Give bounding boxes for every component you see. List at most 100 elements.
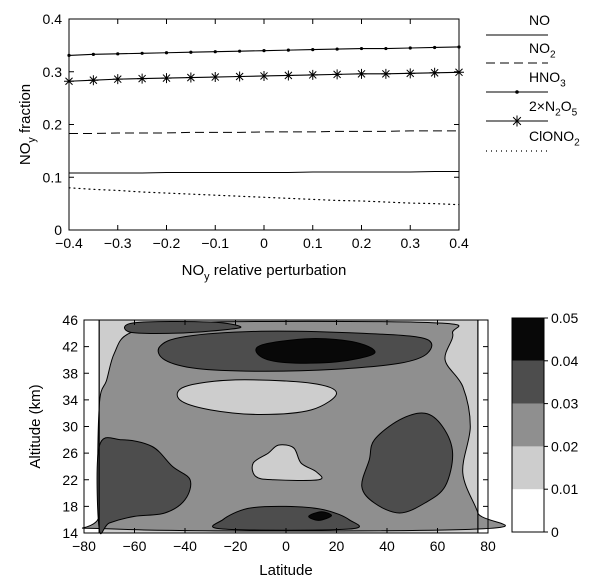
- series-point-3: [88, 75, 99, 86]
- series-point-3: [356, 68, 367, 79]
- contour-region-3: [124, 320, 242, 334]
- legend-label-1: NO2​: [529, 40, 556, 61]
- y-tick-label: 22: [62, 472, 78, 488]
- y-tick-label: 38: [62, 365, 78, 381]
- legend-label-2: HNO3​: [529, 69, 566, 90]
- contour-region-6: [96, 437, 192, 535]
- series-point-2: [408, 46, 412, 50]
- series-point-2: [140, 51, 144, 55]
- colorbar-tick-label: 0.03: [551, 396, 578, 412]
- series-point-2: [189, 50, 193, 54]
- series-point-2: [238, 49, 242, 53]
- series-line-4: [68, 187, 460, 206]
- colorbar-tick-label: 0.04: [551, 353, 578, 369]
- y-tick-label: 18: [62, 498, 78, 514]
- colorbar-swatch-3: [512, 360, 544, 404]
- contour-region-5: [255, 338, 376, 364]
- colorbar-swatch-2: [512, 403, 544, 447]
- y-tick-label: 34: [62, 392, 78, 408]
- series-point-2: [116, 52, 120, 56]
- series-point-3: [259, 70, 269, 81]
- contour-chart: −80 −60 −40 −20 0 20 40 60 80 14 18 22 26 30 34 38 42 46 L…: [27, 310, 578, 579]
- x-tick-label: 80: [480, 538, 496, 554]
- series-point-3: [112, 74, 123, 85]
- x-tick-label: 0: [282, 538, 290, 554]
- y-tick-label: 0.3: [43, 64, 63, 80]
- y-tick-label: 46: [62, 312, 78, 328]
- colorbar-swatch-0: [512, 489, 544, 532]
- y-tick-label: 30: [62, 419, 78, 435]
- y-axis-label: Altitude (km): [27, 384, 44, 468]
- contour-region-1: [176, 379, 338, 416]
- legend-label-4: ClONO2​: [529, 128, 580, 149]
- colorbar-tick-label: 0.01: [551, 481, 578, 497]
- x-tick-label: 0.2: [352, 235, 372, 251]
- x-tick-label: 0.4: [449, 235, 469, 251]
- y-tick-label: 42: [62, 339, 78, 355]
- x-tick-label: 60: [430, 538, 446, 554]
- series-point-2: [311, 47, 315, 52]
- contour-region-7: [361, 412, 454, 514]
- x-tick-label: 40: [379, 538, 395, 554]
- series-point-2: [359, 46, 364, 51]
- series-point-3: [161, 73, 172, 84]
- series-line-1: [69, 130, 459, 134]
- series-point-3: [405, 68, 416, 79]
- colorbar-swatch-1: [512, 446, 544, 490]
- colorbar-tick-label: 0: [551, 524, 559, 540]
- x-tick-label: −0.1: [201, 235, 229, 251]
- x-tick-label: −20: [224, 538, 248, 554]
- series-point-3: [137, 73, 148, 84]
- x-tick-label: 0.3: [401, 235, 421, 251]
- series-point-3: [307, 69, 318, 80]
- x-tick-label: −40: [173, 538, 197, 554]
- series-point-3: [234, 71, 245, 82]
- y-tick-label: 0.1: [43, 169, 63, 185]
- legend-marker-3: [511, 115, 523, 127]
- colorbar-tick-label: 0.02: [551, 438, 578, 454]
- series-point-2: [213, 50, 217, 54]
- series-point-3: [210, 72, 221, 83]
- series-point-2: [286, 48, 290, 52]
- legend: NO NO2​ HNO3​ 2×N2​O5​ ClONO2​: [486, 12, 580, 152]
- series-point-3: [429, 67, 440, 78]
- series-point-3: [185, 72, 196, 83]
- x-tick-label: −0.3: [104, 235, 132, 251]
- x-tick-label: −0.4: [55, 235, 83, 251]
- series-point-2: [433, 45, 437, 50]
- series-line-0: [69, 170, 459, 174]
- colorbar: 0 0.01 0.02 0.03 0.04 0.05: [511, 310, 578, 540]
- series-point-2: [91, 52, 95, 56]
- legend-label-0: NO: [529, 12, 550, 28]
- x-tick-label: −80: [72, 538, 96, 554]
- series-point-2: [335, 47, 339, 51]
- line-chart: −0.4 −0.3 −0.2 −0.1 0 0.1 0.2 0.3 0.4 0 0.1 0.2 0.3 0…: [17, 11, 580, 283]
- colorbar-tick-label: 0.05: [551, 310, 578, 326]
- y-tick-label: 26: [62, 445, 78, 461]
- x-tick-label: −0.2: [153, 235, 181, 251]
- x-tick-label: −60: [123, 538, 147, 554]
- x-axis-label: Latitude: [259, 562, 312, 579]
- y-tick-label: 14: [62, 525, 78, 541]
- y-tick-label: 0.2: [43, 117, 63, 133]
- series-point-3: [283, 70, 294, 81]
- x-tick-label: 0.1: [303, 235, 323, 251]
- series-point-2: [164, 51, 169, 55]
- x-tick-label: 0: [260, 235, 268, 251]
- series-point-3: [332, 69, 343, 80]
- series-point-3: [380, 68, 391, 79]
- x-tick-label: 20: [329, 538, 345, 554]
- y-tick-label: 0.4: [43, 11, 63, 27]
- legend-marker-2: [515, 90, 519, 94]
- contour-region-9: [308, 511, 332, 521]
- y-tick-label: 0: [54, 222, 62, 238]
- colorbar-frame: [511, 317, 545, 533]
- series-point-2: [384, 46, 388, 51]
- colorbar-swatch-4: [512, 318, 544, 361]
- legend-label-3: 2×N2​O5​: [529, 98, 578, 119]
- contour-region-2: [251, 444, 323, 482]
- y-axis-label: NOy​ fraction: [17, 84, 38, 165]
- series-point-2: [262, 49, 266, 53]
- x-axis-label: NOy​ relative perturbation: [182, 262, 347, 283]
